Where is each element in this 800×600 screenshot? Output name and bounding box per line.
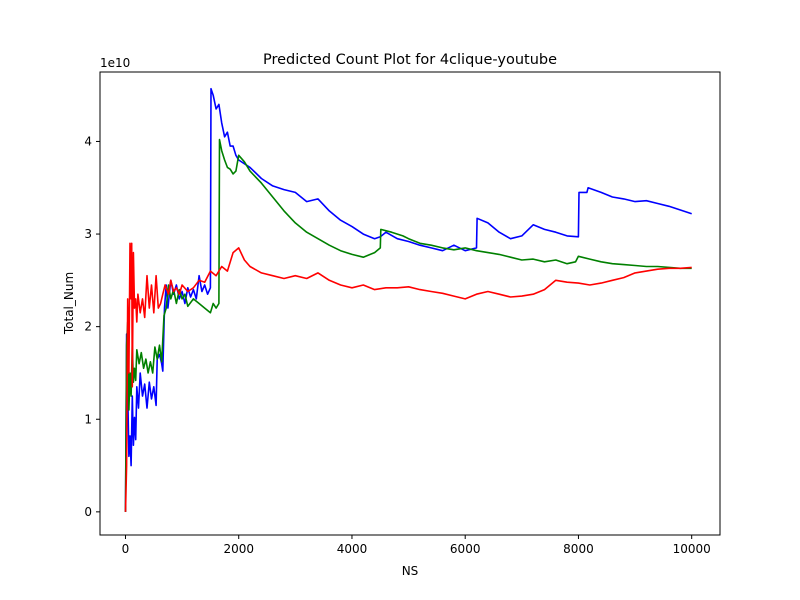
x-tick-label: 2000 [223, 542, 254, 556]
y-tick-label: 1 [84, 412, 92, 426]
chart-title: Predicted Count Plot for 4clique-youtube [263, 52, 557, 68]
x-tick-label: 0 [122, 542, 130, 556]
y-tick-label: 3 [84, 227, 92, 241]
y-tick-label: 0 [84, 505, 92, 519]
y-tick-label: 4 [84, 134, 92, 148]
x-tick-label: 4000 [337, 542, 368, 556]
series-layer [124, 87, 692, 512]
y-axis-label: Total_Num [62, 272, 76, 335]
x-axis-label: NS [402, 564, 419, 578]
series-line-1 [124, 87, 692, 512]
y-axis: 0 1 2 3 4 [84, 134, 100, 519]
x-tick-label: 10000 [673, 542, 711, 556]
plot-area [100, 72, 720, 535]
series-line-3 [124, 242, 692, 512]
plot-frame [99, 71, 721, 536]
series-line-2 [124, 138, 692, 512]
x-tick-label: 8000 [563, 542, 594, 556]
x-axis: 0 2000 4000 6000 8000 10000 [122, 535, 711, 556]
y-tick-label: 2 [84, 320, 92, 334]
x-tick-label: 6000 [450, 542, 481, 556]
y-multiplier-label: 1e10 [100, 56, 130, 70]
